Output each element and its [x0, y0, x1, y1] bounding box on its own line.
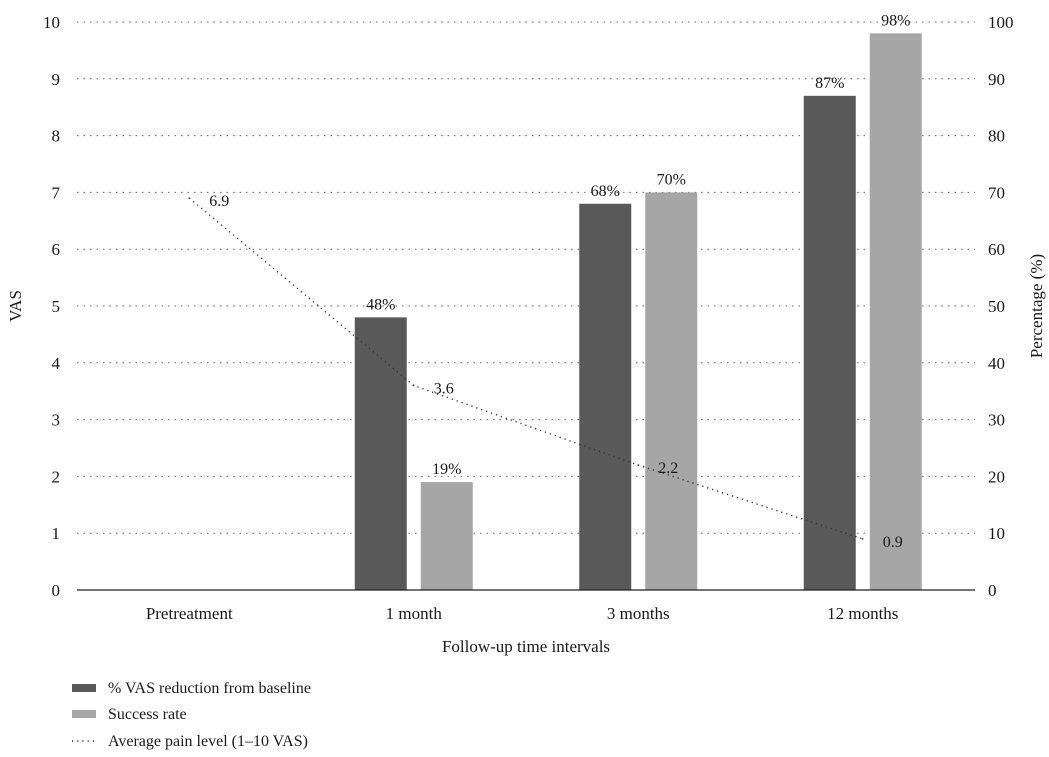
pain-level-point [637, 464, 640, 466]
bar-success-rate [645, 192, 698, 590]
legend-swatch [72, 710, 96, 718]
line-data-label: 3.6 [434, 381, 454, 398]
y-right-tick-label: 80 [988, 127, 1005, 146]
y-left-tick-label: 7 [52, 183, 61, 202]
x-axis-title: Follow-up time intervals [442, 637, 610, 656]
bar-data-label: 87% [815, 75, 844, 92]
y-right-tick-label: 40 [988, 354, 1005, 373]
y-right-tick-label: 50 [988, 297, 1005, 316]
x-tick-label: 1 month [386, 604, 443, 623]
bar-vas-reduction [354, 317, 407, 590]
bar-data-label: 19% [432, 461, 461, 478]
bar-success-rate [420, 482, 473, 590]
y-left-tick-label: 5 [52, 297, 61, 316]
bar-series-group [354, 33, 922, 591]
gridlines [77, 21, 975, 534]
y-left-tick-label: 4 [52, 354, 61, 373]
data-labels: 48% 68% 87% 19% 70% 98% 6.9 3.6 2.2 0.9 [209, 12, 910, 551]
y-right-tick-label: 10 [988, 524, 1005, 543]
bar-data-label: 70% [657, 171, 686, 188]
x-tick-label: 3 months [607, 604, 670, 623]
pain-level-point [861, 538, 864, 540]
legend-swatch [72, 684, 96, 692]
bar-vas-reduction [803, 95, 856, 590]
y-right-tick-label: 20 [988, 467, 1005, 486]
line-data-label: 2.2 [658, 460, 678, 477]
y-left-tick-label: 0 [52, 581, 61, 600]
pain-level-point [412, 384, 415, 387]
legend: % VAS reduction from baseline Success rat… [72, 680, 311, 750]
y-left-tick-label: 9 [52, 70, 61, 89]
pain-level-line [188, 197, 863, 540]
axes: 0 0 1 10 2 20 3 30 4 40 5 50 6 60 7 70 8 80 9 90 10 100 Pretre… [6, 13, 1046, 656]
y-right-tick-label: 60 [988, 240, 1005, 259]
y-left-tick-label: 6 [52, 240, 61, 259]
bar-data-label: 48% [366, 296, 395, 313]
y-right-tick-label: 0 [988, 581, 997, 600]
x-tick-label: 12 months [827, 604, 898, 623]
pain-level-point [188, 197, 191, 199]
x-tick-label: Pretreatment [146, 604, 233, 623]
y-right-tick-label: 100 [988, 13, 1014, 32]
legend-label: Success rate [108, 706, 187, 723]
bar-vas-reduction [579, 203, 632, 590]
bar-success-rate [869, 33, 922, 591]
y-right-tick-label: 70 [988, 183, 1005, 202]
line-data-label: 0.9 [883, 534, 903, 551]
y-left-tick-label: 10 [43, 13, 60, 32]
y-right-tick-label: 30 [988, 411, 1005, 430]
y-right-axis-title: Percentage (%) [1027, 254, 1046, 358]
y-left-tick-label: 3 [52, 411, 61, 430]
y-left-tick-label: 1 [52, 524, 61, 543]
legend-label: % VAS reduction from baseline [108, 680, 311, 697]
y-right-tick-label: 90 [988, 70, 1005, 89]
y-left-axis-title: VAS [6, 290, 25, 322]
line-data-label: 6.9 [209, 193, 229, 210]
legend-label: Average pain level (1–10 VAS) [108, 733, 308, 750]
bar-data-label: 98% [881, 12, 910, 29]
y-left-tick-label: 8 [52, 127, 61, 146]
bar-data-label: 68% [591, 183, 620, 200]
line-series-group [188, 197, 864, 540]
y-left-tick-label: 2 [52, 467, 61, 486]
